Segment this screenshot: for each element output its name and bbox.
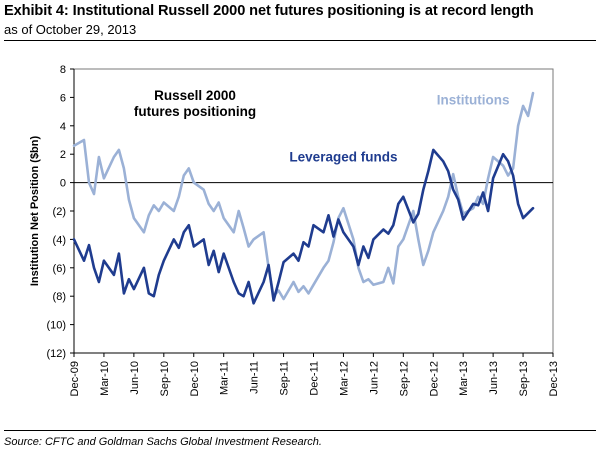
- y-tick-label: (2): [53, 206, 66, 218]
- y-tick-label: 8: [60, 64, 66, 76]
- series-lines: [72, 91, 535, 305]
- x-tick-label: Dec-13: [548, 361, 560, 396]
- series-annotations: Institutions Leveraged funds: [289, 93, 509, 165]
- y-tick-label: (10): [46, 320, 66, 332]
- x-tick-label: Dec-09: [69, 361, 81, 396]
- x-tick-label: Dec-11: [309, 361, 321, 396]
- y-axis-ticks: 8 6 4 2 0 (2) (4) (6) (8) (10) (12): [46, 64, 74, 360]
- y-tick-label: (4): [53, 234, 66, 246]
- x-tick-label: Sep-13: [518, 361, 530, 396]
- institutions-annotation: Institutions: [437, 93, 510, 108]
- x-tick-label: Jun-11: [249, 361, 261, 394]
- y-tick-label: (8): [53, 291, 66, 303]
- x-tick-label: Sep-12: [398, 361, 410, 396]
- y-axis-label: Institution Net Position ($bn): [29, 136, 41, 287]
- chart-title-line-2: futures positioning: [134, 104, 256, 119]
- x-tick-label: Jun-12: [368, 361, 380, 395]
- x-tick-label: Mar-13: [458, 361, 470, 396]
- y-tick-label: 0: [60, 178, 66, 190]
- x-tick-label: Sep-10: [159, 361, 171, 396]
- x-tick-label: Dec-12: [428, 361, 440, 396]
- exhibit-subtitle: as of October 29, 2013: [4, 22, 137, 37]
- x-tick-label: Jun-13: [488, 361, 500, 395]
- top-rule: [4, 40, 596, 41]
- x-tick-label: Mar-12: [338, 361, 350, 396]
- x-tick-label: Mar-10: [99, 361, 111, 396]
- y-tick-label: (6): [53, 263, 66, 275]
- x-axis-ticks: Dec-09 Mar-10 Jun-10 Sep-10 Dec-10 Mar-11 Jun-…: [69, 353, 560, 396]
- x-tick-label: Mar-11: [219, 361, 231, 395]
- exhibit-title: Exhibit 4: Institutional Russell 2000 ne…: [4, 3, 534, 19]
- y-tick-label: 2: [60, 149, 66, 161]
- x-tick-label: Jun-10: [129, 361, 141, 395]
- positioning-chart: 8 6 4 2 0 (2) (4) (6) (8) (10) (12) Dec-09 Mar-10 Ju…: [29, 64, 560, 396]
- y-tick-label: 6: [60, 92, 66, 104]
- source-note: Source: CFTC and Goldman Sachs Global In…: [4, 436, 322, 448]
- bottom-rule: [4, 430, 596, 431]
- leveraged-funds-line: [72, 148, 535, 305]
- leveraged-funds-annotation: Leveraged funds: [289, 149, 397, 164]
- chart-title-line-1: Russell 2000: [154, 88, 236, 103]
- x-tick-label: Sep-11: [279, 361, 291, 396]
- x-tick-label: Dec-10: [189, 361, 201, 396]
- y-tick-label: (12): [46, 348, 66, 360]
- y-tick-label: 4: [60, 121, 66, 133]
